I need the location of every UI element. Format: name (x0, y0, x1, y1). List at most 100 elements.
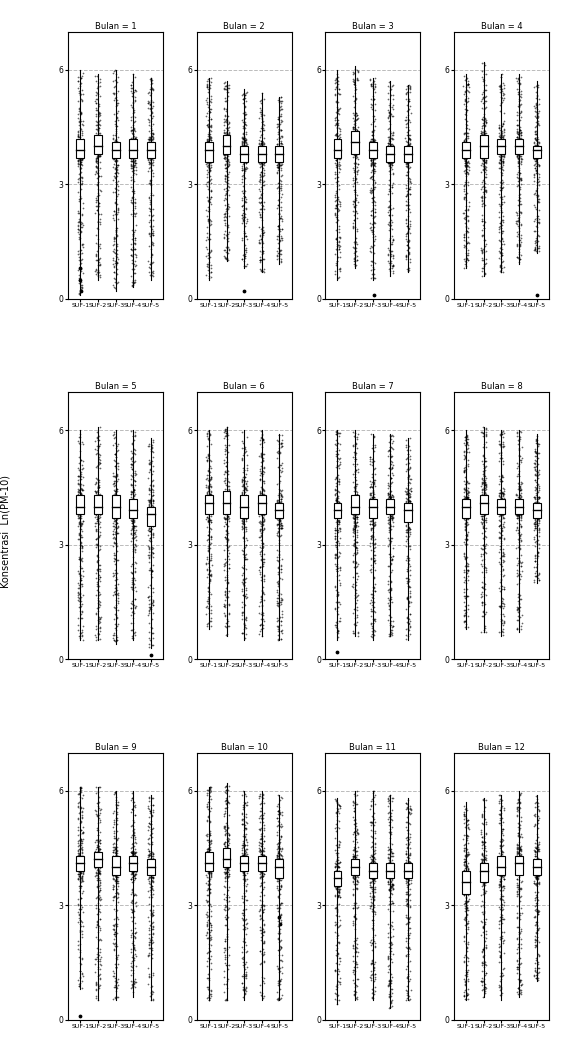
Point (78, 602, 87, 619)
Point (78, 870, 87, 887)
Point (145, 827, 154, 844)
Point (260, 827, 269, 844)
Point (238, 508, 247, 525)
Point (73, 491, 82, 508)
Point (276, 149, 285, 166)
Point (332, 134, 341, 151)
Point (274, 870, 283, 887)
Point (496, 131, 505, 148)
Point (148, 563, 157, 580)
Point (222, 926, 231, 943)
Point (351, 148, 361, 165)
Point (479, 494, 488, 511)
Point (276, 585, 285, 602)
Point (221, 81, 230, 98)
Point (350, 982, 359, 999)
Point (206, 861, 215, 878)
Point (275, 513, 284, 530)
Point (495, 791, 504, 808)
Point (406, 143, 415, 160)
Point (222, 461, 231, 478)
Point (462, 499, 471, 516)
Point (272, 503, 281, 520)
Point (76, 780, 85, 796)
Point (495, 876, 504, 893)
Point (203, 497, 212, 514)
Point (531, 137, 541, 154)
Point (404, 156, 413, 173)
Point (370, 862, 379, 879)
Point (242, 858, 251, 875)
Point (335, 918, 344, 935)
Point (110, 868, 119, 885)
Point (479, 418, 488, 435)
Point (494, 186, 503, 203)
Point (238, 571, 247, 588)
Point (478, 815, 487, 832)
Point (204, 524, 213, 541)
Point (74, 109, 83, 126)
Point (111, 862, 120, 879)
Point (275, 510, 284, 527)
Point (130, 165, 139, 182)
Point (148, 855, 157, 872)
Point (383, 137, 392, 154)
Point (113, 500, 122, 517)
Point (111, 152, 120, 169)
Point (78, 804, 87, 821)
Point (333, 803, 342, 820)
Point (514, 456, 524, 473)
Point (204, 911, 213, 928)
Point (462, 235, 471, 252)
Point (112, 949, 121, 966)
Point (367, 216, 376, 233)
Point (242, 892, 251, 909)
Point (406, 857, 415, 874)
Bar (533, 859, 541, 875)
Point (331, 790, 340, 807)
Point (224, 504, 233, 521)
Point (367, 509, 376, 526)
Point (110, 853, 119, 870)
Point (533, 223, 542, 240)
Point (388, 495, 397, 512)
Point (224, 125, 233, 142)
Point (386, 508, 395, 525)
Point (517, 126, 526, 143)
Point (496, 506, 505, 523)
Point (497, 160, 506, 177)
Point (349, 256, 358, 273)
Point (384, 498, 393, 515)
Point (277, 140, 286, 157)
Point (460, 988, 469, 1005)
Point (368, 147, 378, 164)
Point (384, 873, 393, 890)
Point (334, 101, 343, 118)
Point (515, 971, 524, 988)
Point (349, 443, 358, 460)
Point (349, 145, 358, 162)
Point (258, 244, 267, 261)
Point (130, 496, 139, 513)
Point (77, 68, 86, 85)
Point (147, 224, 156, 241)
Point (530, 966, 539, 983)
Point (336, 953, 345, 970)
Point (517, 841, 526, 858)
Point (383, 977, 392, 994)
Point (386, 829, 395, 846)
Point (148, 511, 157, 528)
Point (406, 804, 415, 821)
Point (77, 559, 86, 576)
Point (534, 102, 543, 119)
Point (531, 161, 541, 178)
Point (464, 82, 473, 99)
Point (517, 495, 526, 512)
Point (255, 598, 264, 615)
Point (256, 200, 265, 217)
Point (478, 192, 487, 209)
Point (145, 151, 155, 168)
Point (259, 933, 268, 950)
Point (351, 174, 360, 191)
Point (224, 939, 233, 956)
